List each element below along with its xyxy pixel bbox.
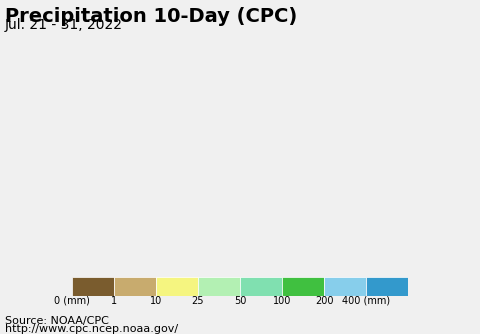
Text: 50: 50	[234, 296, 246, 306]
Text: 0 (mm): 0 (mm)	[54, 296, 90, 306]
Text: 400 (mm): 400 (mm)	[342, 296, 390, 306]
FancyBboxPatch shape	[198, 277, 240, 296]
FancyBboxPatch shape	[366, 277, 408, 296]
Text: 1: 1	[111, 296, 117, 306]
FancyBboxPatch shape	[156, 277, 198, 296]
Text: Jul. 21 - 31, 2022: Jul. 21 - 31, 2022	[5, 18, 123, 32]
FancyBboxPatch shape	[240, 277, 282, 296]
FancyBboxPatch shape	[282, 277, 324, 296]
Text: 100: 100	[273, 296, 291, 306]
Text: 200: 200	[315, 296, 333, 306]
FancyBboxPatch shape	[324, 277, 366, 296]
FancyBboxPatch shape	[114, 277, 156, 296]
Text: 25: 25	[192, 296, 204, 306]
Text: Precipitation 10-Day (CPC): Precipitation 10-Day (CPC)	[5, 7, 297, 26]
Text: 10: 10	[150, 296, 162, 306]
FancyBboxPatch shape	[72, 277, 114, 296]
Text: http://www.cpc.ncep.noaa.gov/: http://www.cpc.ncep.noaa.gov/	[5, 324, 178, 334]
Text: Source: NOAA/CPC: Source: NOAA/CPC	[5, 316, 108, 326]
